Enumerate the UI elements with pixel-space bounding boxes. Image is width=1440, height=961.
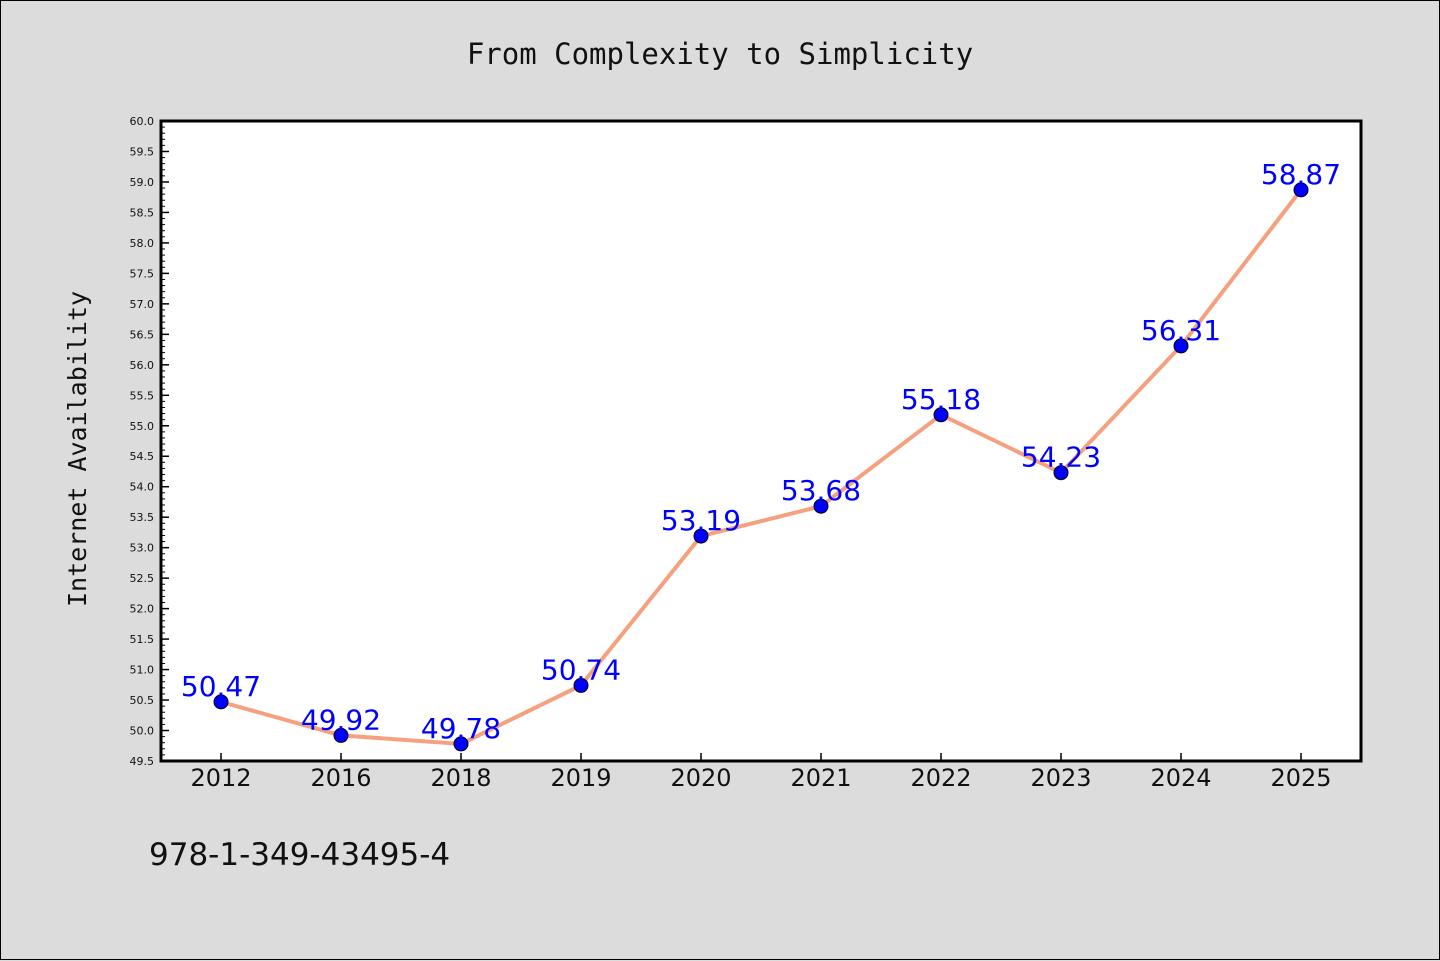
- data-label: 55.18: [901, 383, 981, 416]
- plot-area: [159, 119, 1363, 763]
- series-line: [219, 187, 1303, 746]
- y-tick-label: 50.0: [130, 725, 155, 738]
- y-tick-label: 58.5: [130, 206, 155, 219]
- data-label: 58.87: [1261, 158, 1341, 191]
- chart-title: From Complexity to Simplicity: [467, 37, 973, 71]
- x-tick-label: 2024: [1150, 764, 1211, 792]
- x-tick-label: 2018: [430, 764, 491, 792]
- y-tick-label: 59.0: [130, 176, 155, 189]
- y-axis-ticks: 49.5 50.0 50.5 51.0 51.5 52.0 52.5 53.0 53.5 54.0…: [130, 115, 169, 768]
- data-point: [693, 528, 709, 544]
- y-tick-label: 57.5: [130, 267, 155, 280]
- y-tick-label: 55.5: [130, 389, 155, 402]
- y-tick-label: 51.0: [130, 664, 155, 677]
- y-tick-label: 56.5: [130, 328, 155, 341]
- x-tick-label: 2022: [910, 764, 971, 792]
- data-label-group: 50.47 49.92 49.78 50.74 53.19 53.68 55.18 54.23…: [181, 158, 1341, 745]
- data-label: 50.74: [541, 653, 621, 686]
- y-tick-label: 51.5: [130, 633, 155, 646]
- data-point: [813, 498, 829, 514]
- x-tick-label: 2020: [670, 764, 731, 792]
- data-point: [1173, 338, 1189, 354]
- y-axis-label: Internet Availability: [63, 291, 92, 607]
- data-label: 53.19: [661, 504, 741, 537]
- y-tick-label: 53.0: [130, 542, 155, 555]
- data-point: [1053, 465, 1069, 481]
- data-point: [333, 727, 349, 743]
- x-tick-label: 2016: [310, 764, 371, 792]
- data-label: 53.68: [781, 474, 861, 507]
- x-tick-label: 2023: [1030, 764, 1091, 792]
- y-tick-label: 58.0: [130, 237, 155, 250]
- y-tick-label: 49.5: [130, 755, 155, 768]
- y-tick-label: 54.0: [130, 481, 155, 494]
- data-point: [573, 677, 589, 693]
- data-point: [453, 736, 469, 752]
- data-point: [933, 407, 949, 423]
- data-point: [213, 694, 229, 710]
- y-tick-label: 57.0: [130, 298, 155, 311]
- y-tick-label: 54.5: [130, 450, 155, 463]
- y-tick-label: 59.5: [130, 145, 155, 158]
- isbn-text: 978-1-349-43495-4: [149, 837, 450, 873]
- x-axis-ticks: 2012 2016 2018 2019 2020 2021 2022 2023 2024 2025: [190, 753, 1332, 792]
- data-label: 50.47: [181, 670, 261, 703]
- x-tick-label: 2025: [1270, 764, 1331, 792]
- x-tick-label: 2019: [550, 764, 611, 792]
- y-tick-label: 52.5: [130, 572, 155, 585]
- y-tick-label: 50.5: [130, 694, 155, 707]
- y-tick-label: 56.0: [130, 359, 155, 372]
- data-label: 49.92: [301, 703, 381, 736]
- data-point: [1293, 182, 1309, 198]
- y-tick-label: 55.0: [130, 420, 155, 433]
- x-tick-label: 2012: [190, 764, 251, 792]
- marker-group: [213, 182, 1309, 752]
- x-tick-label: 2021: [790, 764, 851, 792]
- series-line-group: [219, 187, 1303, 746]
- data-label: 56.31: [1141, 314, 1221, 347]
- data-label: 49.78: [421, 712, 501, 745]
- y-tick-label: 52.0: [130, 603, 155, 616]
- data-label: 54.23: [1021, 441, 1101, 474]
- y-tick-label: 60.0: [130, 115, 155, 128]
- y-tick-label: 53.5: [130, 511, 155, 524]
